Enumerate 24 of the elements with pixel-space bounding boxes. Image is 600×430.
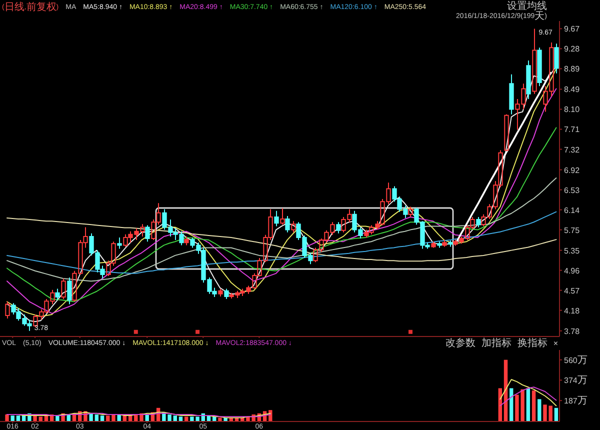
y-tick-label: 7.71: [564, 124, 580, 134]
y-tick-label: 5.35: [564, 246, 580, 255]
text: 加指标: [481, 336, 512, 348]
text: 换指标: [517, 336, 548, 348]
text: 设置均线: [507, 0, 547, 12]
y-tick-label: 560万: [564, 354, 588, 366]
y-tick-label: 187万: [564, 395, 588, 406]
y-tick-label: 374万: [564, 374, 588, 386]
y-tick-label: 4.96: [564, 266, 580, 275]
y-tick-label: 6.14: [564, 205, 580, 214]
y-tick-label: 4.57: [564, 286, 580, 295]
y-tick-label: 7.32: [564, 144, 580, 154]
y-tick-label: 3.78: [564, 326, 580, 336]
y-tick-label: 9.28: [564, 44, 580, 54]
text: 改参数: [445, 336, 476, 348]
y-tick-label: 6.53: [564, 185, 580, 194]
y-tick-label: 4.18: [564, 306, 580, 315]
y-tick-label: 6.92: [564, 165, 580, 174]
y-tick-label: 8.49: [564, 84, 580, 94]
y-tick-label: 8.89: [564, 64, 580, 74]
y-tick-label: 5.75: [564, 225, 580, 234]
y-tick-label: 9.67: [564, 24, 580, 34]
y-tick-label: 8.10: [564, 104, 580, 114]
text: ×: [553, 338, 558, 348]
